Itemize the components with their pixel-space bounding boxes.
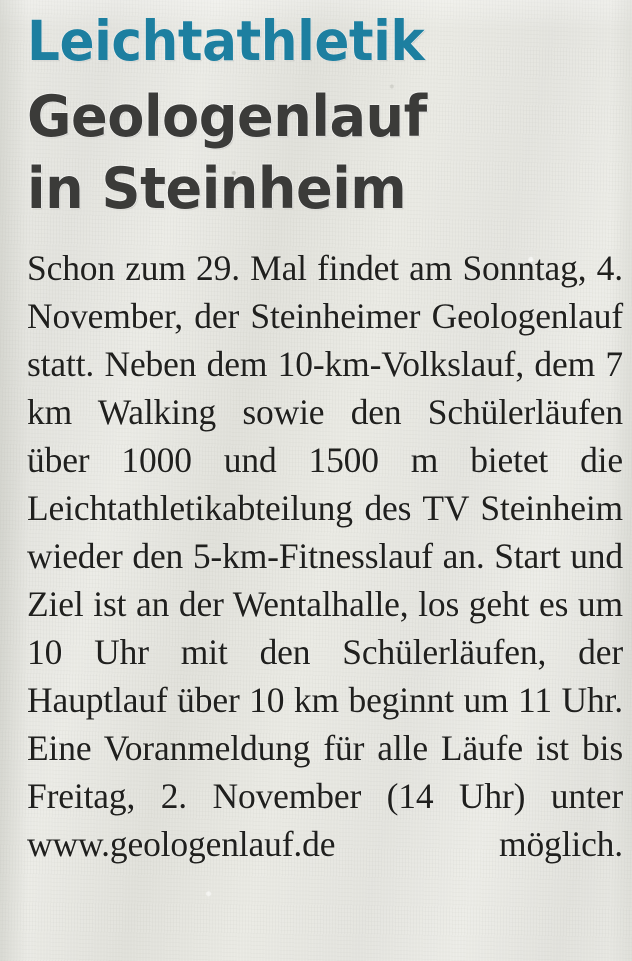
article-headline-line-1: Geologenlauf <box>27 84 427 150</box>
article-kicker: Leichtathletik <box>27 9 425 73</box>
article-headline-line-2: in Steinheim <box>27 156 407 222</box>
article-content: Leichtathletik Geologenlauf in Steinheim… <box>27 9 623 865</box>
article-body-text: Schon zum 29. Mal findet am Sonntag, 4. … <box>27 248 623 864</box>
